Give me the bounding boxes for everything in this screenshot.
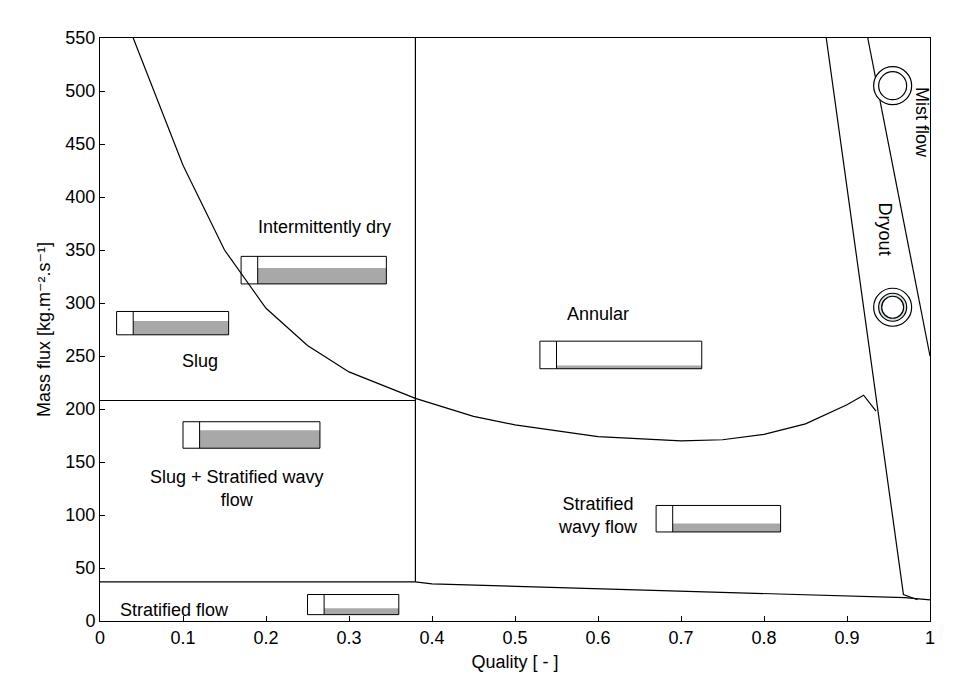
svg-text:Slug + Stratified wavyflow: Slug + Stratified wavyflow (150, 467, 324, 510)
svg-text:Dryout: Dryout (875, 203, 895, 256)
svg-text:Mist flow: Mist flow (912, 87, 932, 158)
svg-text:1: 1 (925, 628, 935, 648)
svg-text:Stratified flow: Stratified flow (120, 600, 229, 620)
svg-text:Intermittently dry: Intermittently dry (258, 217, 391, 237)
svg-text:0.5: 0.5 (502, 628, 527, 648)
svg-text:Quality [ - ]: Quality [ - ] (471, 652, 558, 672)
svg-text:Stratifiedwavy flow: Stratifiedwavy flow (558, 494, 638, 537)
svg-text:250: 250 (65, 346, 95, 366)
svg-text:450: 450 (65, 134, 95, 154)
svg-text:Mass flux [kg.m⁻².s⁻¹]: Mass flux [kg.m⁻².s⁻¹] (34, 242, 54, 417)
svg-text:0.4: 0.4 (419, 628, 444, 648)
svg-text:Annular: Annular (567, 304, 629, 324)
svg-text:0.3: 0.3 (336, 628, 361, 648)
svg-text:0.2: 0.2 (253, 628, 278, 648)
svg-text:0.9: 0.9 (834, 628, 859, 648)
svg-text:0: 0 (85, 611, 95, 631)
svg-text:350: 350 (65, 240, 95, 260)
svg-text:0.7: 0.7 (668, 628, 693, 648)
svg-text:0.1: 0.1 (170, 628, 195, 648)
svg-text:100: 100 (65, 505, 95, 525)
svg-text:550: 550 (65, 28, 95, 48)
svg-text:0.6: 0.6 (585, 628, 610, 648)
svg-text:0: 0 (95, 628, 105, 648)
svg-text:400: 400 (65, 187, 95, 207)
svg-text:500: 500 (65, 81, 95, 101)
svg-text:200: 200 (65, 399, 95, 419)
svg-text:Slug: Slug (182, 351, 218, 371)
svg-text:300: 300 (65, 293, 95, 313)
svg-text:0.8: 0.8 (751, 628, 776, 648)
svg-text:150: 150 (65, 452, 95, 472)
svg-text:50: 50 (75, 558, 95, 578)
